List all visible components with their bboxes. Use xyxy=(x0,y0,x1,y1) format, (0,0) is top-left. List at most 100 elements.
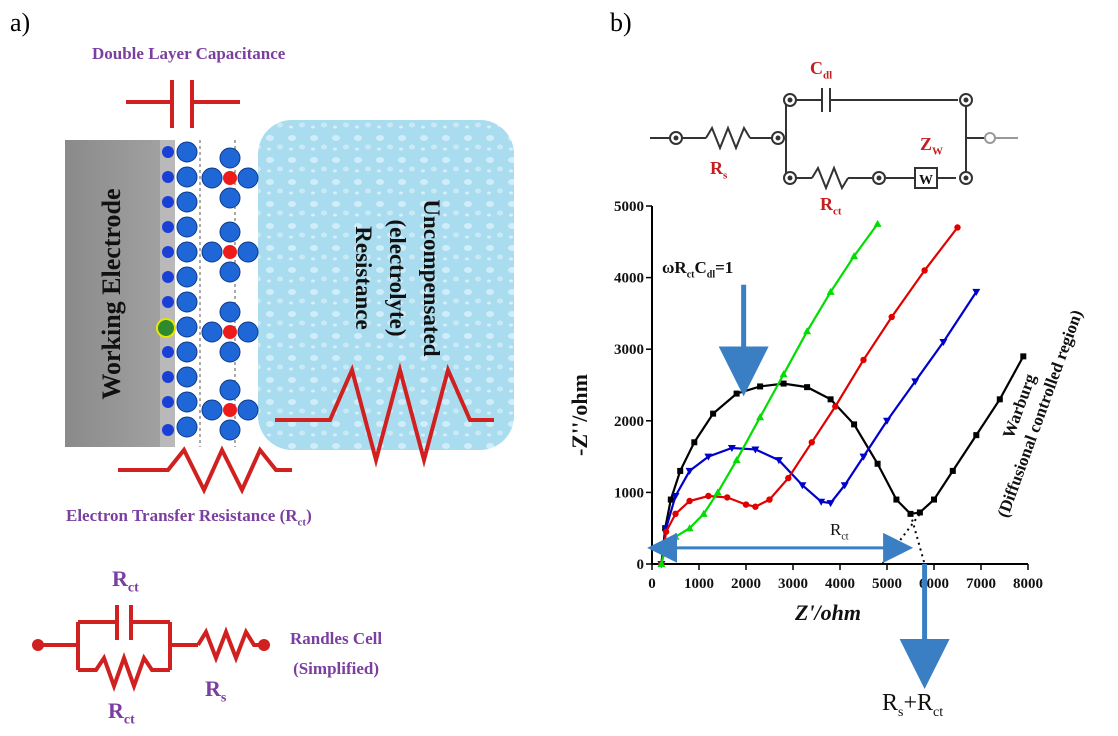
panel-a-diagram xyxy=(32,80,514,692)
y-tick-label: 3000 xyxy=(614,342,644,358)
x-tick-label: 4000 xyxy=(825,576,855,592)
electron-transfer-label: Electron Transfer Resistance (Rct) xyxy=(66,506,312,529)
data-point xyxy=(803,327,812,335)
electrolyte-line-1: Uncompensated xyxy=(419,199,444,357)
warburg-element-box-label: W xyxy=(919,173,933,188)
omega-condition-label: ωRctCdl=1 xyxy=(662,258,734,281)
electrolyte-label: Uncompensated (electrolyte) Resistance xyxy=(346,199,448,356)
warburg-extrapolation xyxy=(881,513,921,565)
electrolyte-resistor-symbol xyxy=(275,362,494,468)
data-point xyxy=(686,497,693,505)
data-point xyxy=(705,492,712,500)
data-point xyxy=(677,467,684,474)
electrode-surface-charges xyxy=(162,146,174,436)
data-point xyxy=(724,494,731,501)
semicircle-extrapolation xyxy=(909,513,926,565)
data-point xyxy=(874,460,881,467)
data-point xyxy=(672,510,679,518)
data-point xyxy=(757,383,764,390)
y-tick-label: 2000 xyxy=(614,414,644,430)
working-electrode-label: Working Electrode xyxy=(97,188,126,400)
rs-label: Rs xyxy=(205,676,227,706)
data-point xyxy=(742,501,750,508)
data-point xyxy=(827,396,834,403)
data-point xyxy=(851,421,858,428)
data-point xyxy=(671,492,680,500)
x-axis-label: Z'/ohm xyxy=(795,600,862,625)
double-layer-title: Double Layer Capacitance xyxy=(92,44,286,63)
x-tick-label: 5000 xyxy=(872,576,902,592)
data-point xyxy=(808,439,815,446)
data-point xyxy=(733,390,740,397)
data-point xyxy=(883,417,891,425)
data-point xyxy=(954,224,961,231)
series-2 xyxy=(658,224,961,568)
data-point xyxy=(685,524,694,532)
data-point xyxy=(752,503,759,510)
ion-layer xyxy=(176,141,259,441)
rs-plus-rct-label: Rs+Rct xyxy=(882,690,944,720)
data-point xyxy=(931,496,937,503)
data-point xyxy=(832,403,839,410)
data-point xyxy=(840,482,849,490)
data-point xyxy=(949,467,956,474)
panel-a-label: a) xyxy=(10,8,31,37)
y-tick-label: 5000 xyxy=(614,199,644,215)
data-point xyxy=(939,339,948,347)
data-point xyxy=(685,467,694,475)
charge-transfer-resistor-symbol xyxy=(118,445,292,495)
x-tick-label: 1000 xyxy=(684,576,714,592)
data-point xyxy=(662,528,670,535)
x-tick-label: 3000 xyxy=(778,576,808,592)
data-point xyxy=(699,509,708,517)
data-point xyxy=(713,488,722,496)
data-point xyxy=(916,509,923,516)
y-tick-label: 4000 xyxy=(614,271,644,287)
data-point xyxy=(774,457,783,465)
data-point xyxy=(691,439,698,446)
circuit-rs-label: Rs xyxy=(710,158,728,182)
rct-capacitor-label: Rct xyxy=(112,566,139,596)
data-point xyxy=(921,267,928,274)
data-point xyxy=(657,560,666,567)
data-point xyxy=(780,380,787,387)
circuit-rct-label: Rct xyxy=(820,194,842,218)
double-layer-capacitor-symbol xyxy=(126,80,240,128)
data-point xyxy=(667,496,674,503)
data-point xyxy=(850,252,859,260)
data-point xyxy=(785,474,792,482)
series-line xyxy=(660,226,959,565)
data-point xyxy=(873,219,882,227)
data-point xyxy=(710,410,717,417)
x-tick-label: 7000 xyxy=(966,576,996,592)
data-point xyxy=(973,432,980,439)
data-point xyxy=(751,446,760,454)
electrolyte-line-3: Resistance xyxy=(351,226,376,330)
data-point xyxy=(826,287,835,295)
data-point xyxy=(996,396,1003,403)
series-1 xyxy=(657,288,981,568)
data-point xyxy=(1020,353,1027,360)
data-point xyxy=(756,413,765,421)
data-point xyxy=(893,496,900,503)
rct-resistor-label: Rct xyxy=(108,698,135,728)
x-tick-label: 2000 xyxy=(731,576,761,592)
data-point xyxy=(732,456,741,464)
data-point xyxy=(972,288,981,296)
nyquist-plot: 0 1000 2000 3000 4000 5000 6000 7000 80000100020… xyxy=(614,199,1043,689)
x-tick-label: 8000 xyxy=(1013,576,1043,592)
circuit-cdl-label: Cdl xyxy=(810,58,833,82)
series-line xyxy=(660,291,978,565)
x-tick-label: 0 xyxy=(648,576,656,592)
panel-b-label: b) xyxy=(610,8,632,37)
data-point xyxy=(779,370,788,378)
rct-span-label: Rct xyxy=(830,520,849,543)
data-point xyxy=(826,500,835,508)
data-point xyxy=(804,384,811,391)
data-point xyxy=(888,313,895,321)
electrolyte-region xyxy=(258,120,514,450)
y-tick-label: 1000 xyxy=(614,485,644,501)
equivalent-circuit: W xyxy=(650,88,1018,191)
data-point xyxy=(704,453,713,461)
data-point xyxy=(798,482,807,490)
